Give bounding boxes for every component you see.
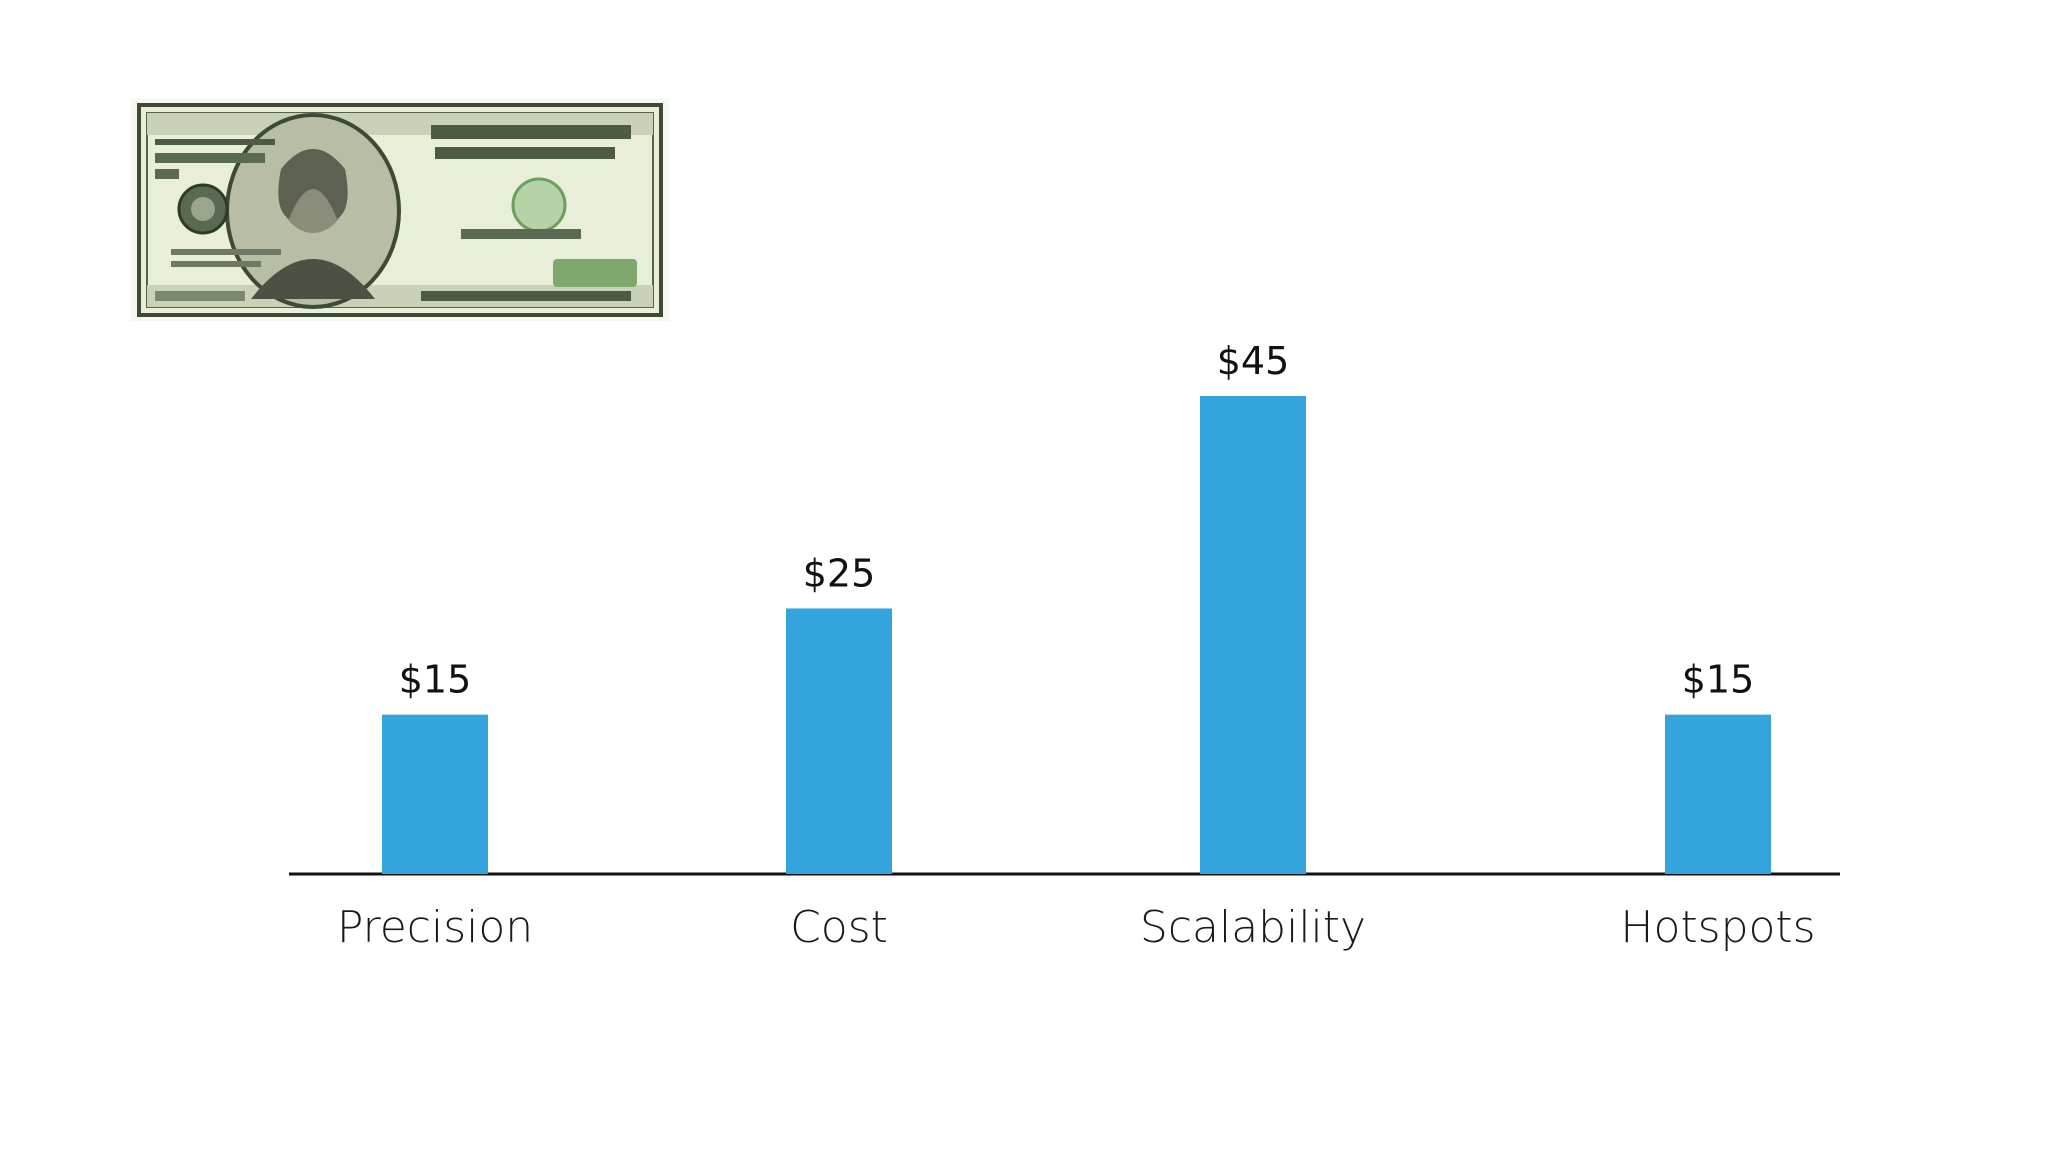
category-labels-group: Precision Cost Scalability Hotspots <box>337 902 1816 953</box>
category-label-hotspots: Hotspots <box>1620 902 1815 953</box>
data-label-hotspots: $15 <box>1682 658 1755 702</box>
bars-group <box>382 396 1771 874</box>
category-label-cost: Cost <box>790 902 888 953</box>
category-label-scalability: Scalability <box>1140 902 1366 953</box>
value-labels-group: $15 $25 $45 $15 <box>399 339 1755 702</box>
bar-cost <box>786 608 892 874</box>
data-label-scalability: $45 <box>1217 339 1290 383</box>
data-label-cost: $25 <box>803 551 876 595</box>
bar-scalability <box>1200 396 1306 874</box>
hundred-dollar-bill-image <box>131 99 669 321</box>
data-label-precision: $15 <box>399 658 472 702</box>
category-label-precision: Precision <box>337 902 533 953</box>
bar-hotspots <box>1665 714 1771 874</box>
bar-precision <box>382 714 488 874</box>
banknote-svg <box>131 99 669 321</box>
